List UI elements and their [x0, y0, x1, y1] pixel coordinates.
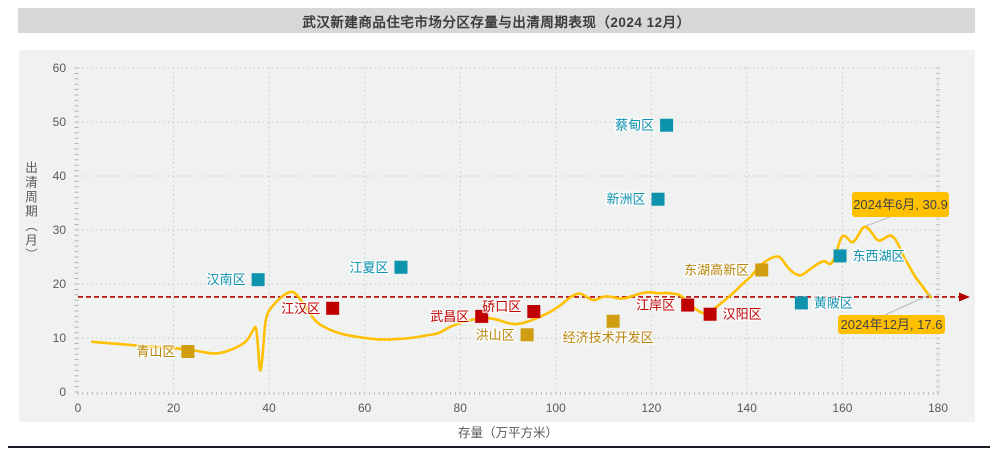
- y-tick-label: 10: [53, 331, 67, 345]
- district-marker: [181, 345, 195, 358]
- district-marker: [475, 309, 489, 323]
- district-marker: [681, 298, 695, 312]
- district-marker: [527, 305, 541, 319]
- district-marker: [651, 192, 665, 206]
- callout-box: [852, 192, 949, 217]
- district-marker: [394, 260, 408, 274]
- district-marker: [606, 314, 620, 328]
- x-tick-label: 40: [262, 401, 276, 415]
- district-label: 经济技术开发区: [563, 330, 654, 345]
- x-tick-label: 100: [546, 401, 566, 415]
- district-label: 蔡甸区: [615, 118, 654, 133]
- x-tick-label: 0: [75, 401, 82, 415]
- callout-leader: [865, 216, 891, 227]
- district-label: 青山区: [136, 344, 175, 359]
- chart-card: [19, 50, 975, 422]
- district-label: 江夏区: [349, 260, 388, 275]
- district-label: 江岸区: [636, 298, 675, 313]
- y-tick-label: 20: [53, 277, 67, 291]
- chart-title-bar: 武汉新建商品住宅市场分区存量与出清周期表现（2024 12月）: [18, 8, 975, 33]
- district-label: 东西湖区: [853, 248, 905, 263]
- callout-label: 2024年6月, 30.9: [853, 197, 948, 212]
- district-marker: [794, 296, 808, 310]
- district-marker: [755, 263, 769, 277]
- district-label: 新洲区: [607, 192, 646, 207]
- x-tick-label: 120: [641, 401, 661, 415]
- y-tick-label: 60: [53, 61, 67, 75]
- y-tick-label: 50: [53, 115, 67, 129]
- district-marker: [520, 328, 534, 342]
- y-axis-title: 出清周期（月）: [23, 161, 37, 263]
- x-tick-label: 80: [454, 401, 468, 415]
- x-tick-label: 160: [832, 401, 852, 415]
- district-marker: [833, 249, 847, 263]
- district-label: 汉南区: [207, 272, 246, 287]
- bottom-divider: [8, 446, 990, 448]
- district-marker: [251, 273, 265, 287]
- district-label: 汉阳区: [723, 307, 762, 322]
- district-label: 黄陂区: [814, 295, 853, 310]
- district-label: 武昌区: [430, 309, 469, 324]
- x-tick-label: 140: [737, 401, 757, 415]
- district-marker: [326, 301, 340, 315]
- chart-title: 武汉新建商品住宅市场分区存量与出清周期表现（2024 12月）: [302, 14, 691, 30]
- x-tick-label: 60: [358, 401, 372, 415]
- callout-box: [838, 315, 945, 334]
- x-axis-title: 存量（万平方米）: [457, 426, 558, 440]
- callout-label: 2024年12月, 17.6: [841, 317, 943, 332]
- district-marker: [660, 118, 674, 132]
- district-label: 洪山区: [476, 327, 515, 342]
- x-tick-label: 20: [167, 401, 181, 415]
- reference-line-arrow: [959, 292, 970, 302]
- district-label: 硚口区: [482, 299, 521, 314]
- district-marker: [703, 307, 717, 321]
- x-tick-label: 180: [928, 401, 948, 415]
- district-label: 东湖高新区: [684, 262, 749, 277]
- district-label: 江汉区: [281, 301, 320, 316]
- callout-leader: [884, 293, 932, 316]
- y-tick-label: 30: [53, 223, 67, 237]
- y-tick-label: 0: [59, 385, 66, 399]
- y-tick-label: 40: [53, 169, 67, 183]
